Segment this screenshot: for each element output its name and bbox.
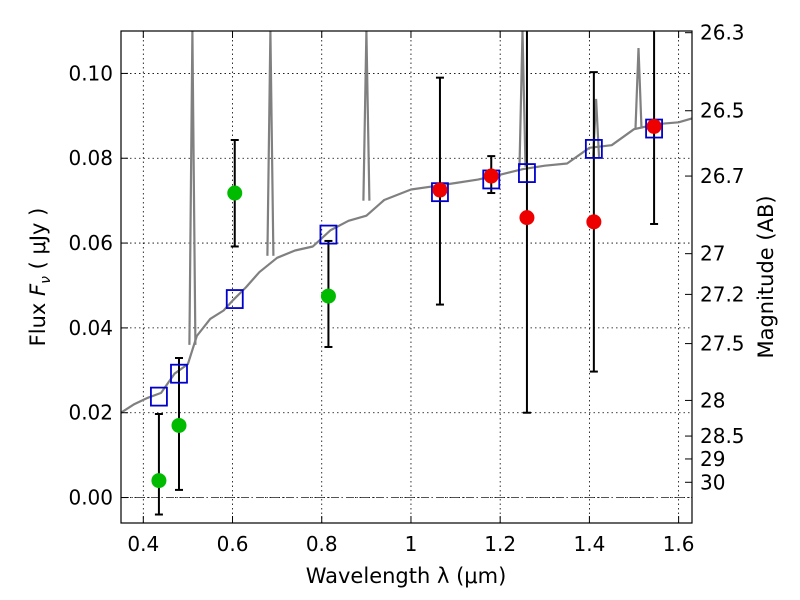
x-tick-label: 0.4 <box>127 532 159 556</box>
marker-layer <box>150 118 663 489</box>
x-tick-label: 1.6 <box>663 532 695 556</box>
plot-frame <box>120 30 693 524</box>
x-tick-label: 0.8 <box>306 532 338 556</box>
magnitude-tick-label: 26.7 <box>700 164 745 188</box>
magnitude-tick-label: 26.3 <box>700 21 745 45</box>
green-data-point <box>151 473 167 489</box>
magnitude-tick-label: 29 <box>700 447 725 471</box>
model-photometry-point <box>584 139 603 159</box>
x-tick-label: 1.2 <box>484 532 516 556</box>
red-data-point <box>519 210 535 226</box>
y-axis-label-flux: Flux Fν ( μJy ) <box>26 208 54 347</box>
y-tick-label: 0.04 <box>68 316 113 340</box>
plot-background <box>121 31 692 523</box>
magnitude-tick-label: 30 <box>700 470 725 494</box>
x-tick-label: 1 <box>405 532 418 556</box>
magnitude-tick-label: 28 <box>700 388 725 412</box>
magnitude-tick-label: 26.5 <box>700 99 745 123</box>
x-tick-label: 1.4 <box>573 532 605 556</box>
emission-line <box>634 47 643 129</box>
model-photometry-point <box>225 289 244 309</box>
y-tick-label: 0.08 <box>68 146 113 170</box>
x-tick-label: 0.6 <box>217 532 249 556</box>
green-data-point <box>171 417 187 433</box>
model-photometry-point <box>150 386 168 407</box>
magnitude-tick-label: 27.2 <box>700 282 745 306</box>
y-tick-label: 0.00 <box>68 486 113 510</box>
model-photometry-point <box>518 163 536 183</box>
y-label-prefix: Flux <box>26 296 50 346</box>
magnitude-tick-label: 27 <box>700 242 725 266</box>
y-tick-label: 0.02 <box>68 401 113 425</box>
magnitude-tick-label: 28.5 <box>700 424 745 448</box>
x-axis-label: Wavelength λ (μm) <box>306 564 507 588</box>
green-data-point <box>320 288 336 304</box>
model-photometry-point <box>170 363 188 384</box>
y-tick-label: 0.10 <box>68 61 113 85</box>
y-tick-label: 0.06 <box>68 231 113 255</box>
red-data-point <box>646 118 662 134</box>
y-label-subscript: ν <box>38 276 54 284</box>
magnitude-tick-label: 27.5 <box>700 332 745 356</box>
y-axis-label-magnitude: Magnitude (AB) <box>754 195 778 358</box>
green-data-point <box>227 185 243 201</box>
spectrum-line <box>120 117 693 414</box>
y-label-unit: ( μJy ) <box>26 208 50 276</box>
red-data-point <box>586 214 602 230</box>
y-axis-flux: 0.00 0.02 0.04 0.06 0.08 0.10 <box>68 61 128 510</box>
red-data-point <box>483 168 499 184</box>
y-label-variable: F <box>26 283 50 296</box>
x-axis: 0.4 0.6 0.8 1 1.2 1.4 1.6 <box>127 31 695 556</box>
red-data-point <box>432 182 448 198</box>
grid <box>121 31 692 523</box>
model-photometry-point <box>319 224 338 245</box>
